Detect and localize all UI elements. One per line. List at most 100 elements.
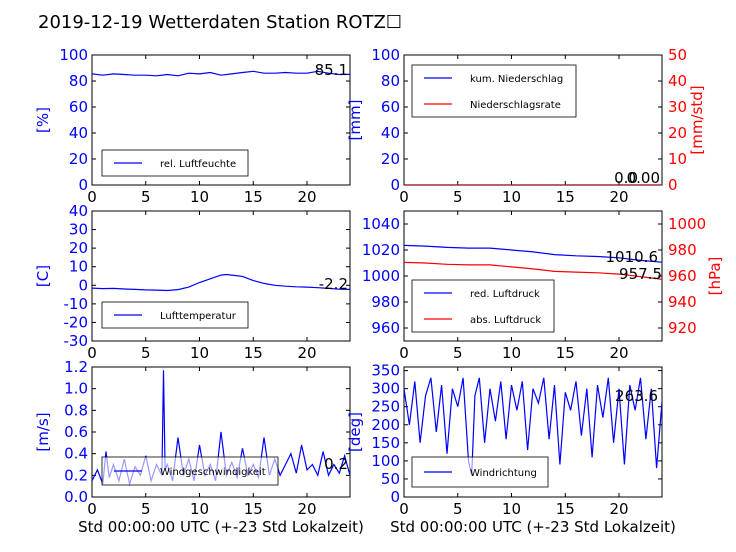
y-tick-label-right: 10 [668, 150, 687, 168]
y-tick-label: 1000 [362, 267, 400, 285]
figure-title: 2019-12-19 Wetterdaten Station ROTZ☐ [38, 12, 402, 33]
x-tick-label: 0 [399, 500, 409, 518]
legend-label: kum. Niederschlag [470, 74, 563, 85]
y-tick-label-right: 980 [668, 241, 697, 259]
current-value-label: 0.00 [627, 169, 660, 187]
x-tick-label: 20 [609, 344, 628, 362]
y-tick-label: 60 [381, 98, 400, 116]
y-tick-label: 1020 [362, 241, 400, 259]
series-line-1 [404, 377, 662, 476]
x-tick-label: 10 [502, 344, 521, 362]
legend-label: Lufttemperatur [160, 311, 237, 322]
x-tick-label: 20 [297, 188, 316, 206]
series-line-1 [92, 273, 350, 292]
y-tick-label: 0 [78, 176, 88, 194]
y-tick-label-right: 0 [668, 176, 678, 194]
x-tick-label: 0 [87, 188, 97, 206]
current-value-label: 0.2 [324, 455, 348, 473]
y-tick-label: 30 [69, 221, 88, 239]
x-tick-label: 5 [453, 188, 463, 206]
y-axis-label: [mm] [346, 100, 364, 141]
x-tick-label: 10 [502, 500, 521, 518]
current-value-label-right: 957.5 [619, 265, 662, 283]
y-tick-label: 20 [69, 150, 88, 168]
y-tick-label-right: 940 [668, 293, 697, 311]
y-tick-label-right: 960 [668, 267, 697, 285]
x-tick-label: 5 [141, 344, 151, 362]
y-axis-label: [C] [34, 265, 52, 287]
y-axis-label-right: [hPa] [706, 257, 724, 296]
subplot-4: 0 5 10 15 20 960 980 1000 1020 1040 920 940 960 980 10… [362, 210, 724, 362]
y-tick-label: 250 [371, 398, 400, 416]
y-tick-label-right: 920 [668, 319, 697, 337]
x-tick-label: 15 [244, 500, 263, 518]
x-tick-label: 5 [141, 188, 151, 206]
legend-label: Windrichtung [470, 468, 537, 479]
y-tick-label: 200 [371, 416, 400, 434]
x-tick-label: 15 [244, 344, 263, 362]
subplot-6: 0 5 10 15 20050100150200250300350[deg]Windri… [346, 362, 663, 518]
y-tick-label: 1.2 [64, 358, 88, 376]
y-tick-label: -20 [64, 313, 89, 331]
legend-box [411, 64, 577, 118]
y-tick-label: 0.6 [64, 423, 88, 441]
x-tick-label: 20 [297, 344, 316, 362]
x-tick-label: 5 [141, 500, 151, 518]
current-value-label: 1010.6 [606, 248, 659, 266]
y-tick-label: 1040 [362, 215, 400, 233]
y-axis-label-right: [mm/std] [688, 85, 706, 154]
y-tick-label: 0 [78, 276, 88, 294]
subplot-1: 0 5 10 15 20 0 20 40 60 80 100 [%] rel. Luftfeuchte 8… [34, 46, 351, 206]
series-line-1 [92, 70, 350, 77]
x-tick-label: 20 [297, 500, 316, 518]
legend-box [101, 456, 279, 486]
current-value-label: 85.1 [315, 61, 348, 79]
y-tick-label-right: 40 [668, 72, 687, 90]
legend-label: rel. Luftfeuchte [160, 159, 236, 170]
y-tick-label: 10 [69, 258, 88, 276]
legend-label: red. Luftdruck [470, 289, 540, 300]
x-tick-label: 20 [609, 500, 628, 518]
y-tick-label: 350 [371, 362, 400, 380]
x-tick-label: 0 [399, 344, 409, 362]
y-tick-label: 0.0 [64, 488, 88, 506]
current-value-label: 263.6 [615, 387, 658, 405]
y-tick-label-right: 20 [668, 124, 687, 142]
series-line-2 [404, 261, 662, 280]
x-tick-label: 15 [556, 500, 575, 518]
y-tick-label: 0 [390, 488, 400, 506]
y-tick-label: -30 [64, 332, 89, 350]
x-tick-label: 10 [190, 188, 209, 206]
y-tick-label: 100 [371, 46, 400, 64]
y-tick-label: 80 [69, 72, 88, 90]
y-tick-label: 0.2 [64, 466, 88, 484]
x-tick-label: 15 [556, 344, 575, 362]
x-tick-label: 0 [87, 500, 97, 518]
y-tick-label: 1.0 [64, 380, 88, 398]
x-tick-label: 0 [87, 344, 97, 362]
y-tick-label: 0.4 [64, 445, 88, 463]
y-axis-label: [m/s] [34, 412, 52, 451]
x-axis-label-left: Std 00:00:00 UTC (+-23 Std Lokalzeit) [78, 518, 364, 536]
y-tick-label: 50 [381, 470, 400, 488]
current-value-label-right: 0.0 [614, 169, 638, 187]
x-tick-label: 15 [556, 188, 575, 206]
y-tick-label: 100 [371, 452, 400, 470]
legend-box [411, 456, 549, 488]
x-tick-label: 10 [502, 188, 521, 206]
legend-box [411, 279, 555, 333]
x-axis-label-right: Std 00:00:00 UTC (+-23 Std Lokalzeit) [390, 518, 676, 536]
subplot-5: 0 5 10 15 20 0.0 0.2 0.4 0.6 0.8 1.0 1.2 [m/s] Windge… [34, 358, 351, 518]
x-tick-label: 10 [190, 344, 209, 362]
legend-label: Niederschlagsrate [470, 100, 561, 111]
y-axis-label: [%] [34, 107, 52, 133]
subplot-3: 0 5 10 15 20-30-20-10010203040[C]Lufttempera… [34, 202, 351, 362]
current-value-label: -2.2 [319, 275, 348, 293]
y-tick-label: 40 [381, 124, 400, 142]
y-tick-label: 0.8 [64, 401, 88, 419]
x-tick-label: 20 [609, 188, 628, 206]
y-tick-label: 80 [381, 72, 400, 90]
y-tick-label-right: 30 [668, 98, 687, 116]
